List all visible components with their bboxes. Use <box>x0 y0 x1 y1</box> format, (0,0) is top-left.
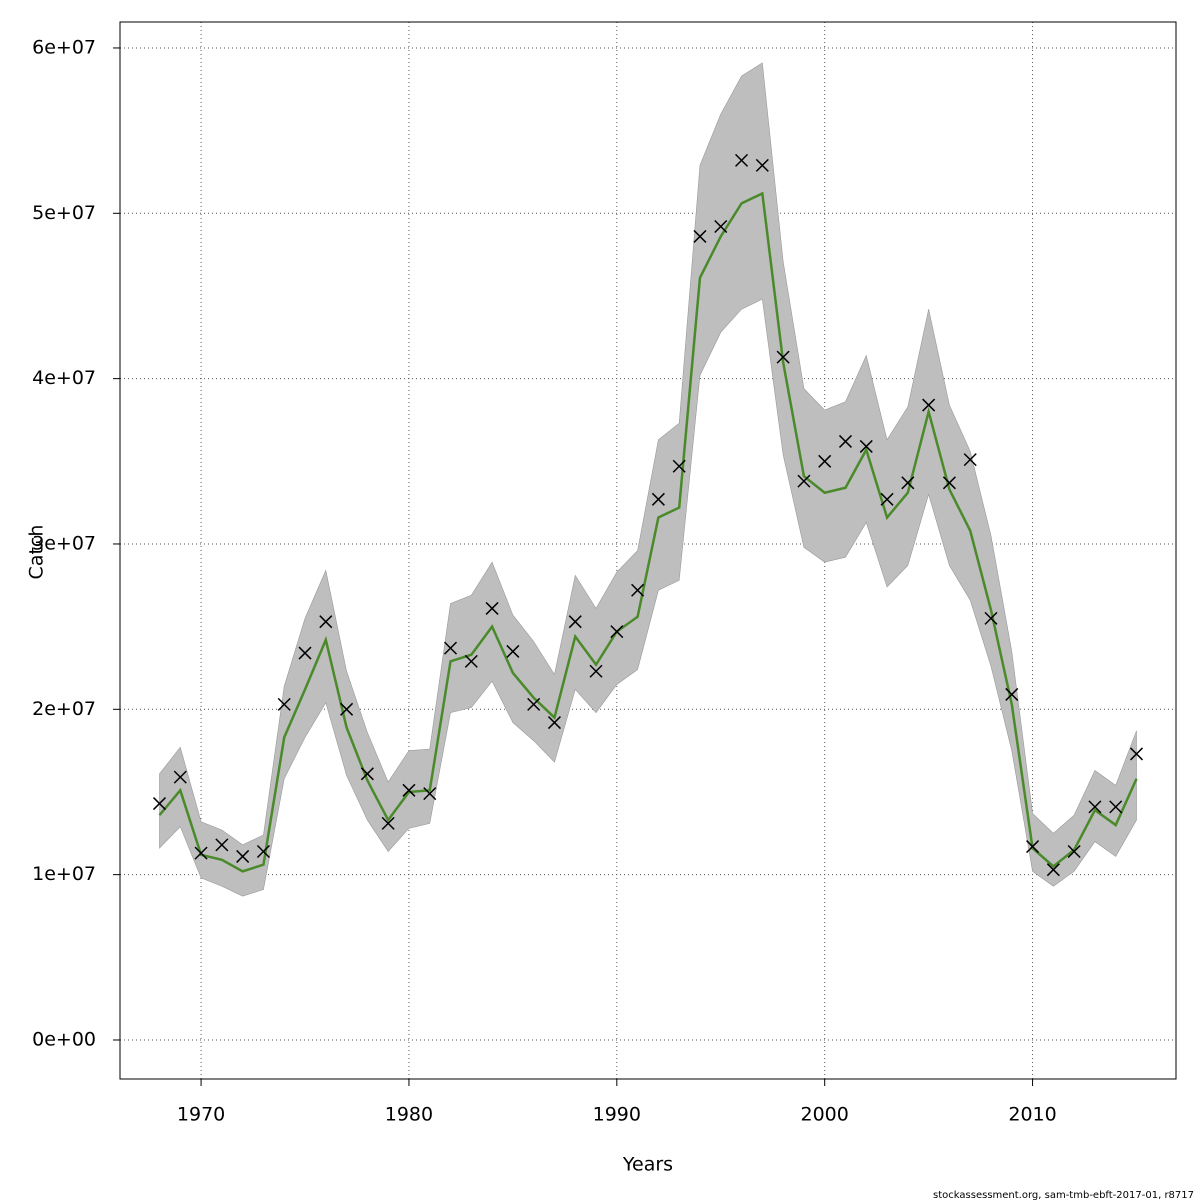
observed-point <box>714 219 728 234</box>
x-tick-label: 2010 <box>1008 1104 1056 1126</box>
observed-point <box>340 702 354 716</box>
y-tick-label: 6e+07 <box>32 36 96 58</box>
observed-point <box>755 158 769 172</box>
observed-point <box>485 601 499 615</box>
observed-point <box>194 846 208 860</box>
x-tick-label: 2000 <box>801 1104 849 1126</box>
observed-point <box>922 398 936 412</box>
observed-point <box>693 229 707 243</box>
observed-point <box>1088 800 1102 814</box>
observed-point <box>298 646 312 660</box>
observed-point <box>984 611 998 625</box>
observed-point <box>589 664 603 678</box>
observed-point <box>256 844 270 859</box>
observed-point <box>901 476 915 490</box>
observed-point <box>735 153 749 167</box>
observed-point <box>797 474 811 488</box>
observed-point <box>173 770 187 784</box>
observed-point <box>942 476 956 490</box>
observed-point <box>568 615 582 629</box>
y-tick-label: 0e+00 <box>32 1028 96 1050</box>
observed-point <box>443 641 458 655</box>
x-axis-label: Years <box>622 1154 673 1176</box>
observed-point <box>215 838 229 852</box>
observed-point <box>859 439 873 453</box>
y-tick-label: 4e+07 <box>32 367 96 389</box>
observed-point <box>319 615 333 629</box>
observed-point <box>818 454 832 468</box>
observed-point <box>381 816 395 830</box>
observed-point <box>277 697 291 711</box>
x-tick-label: 1990 <box>593 1104 641 1126</box>
observed-point <box>506 644 520 658</box>
x-tick-label: 1980 <box>385 1104 433 1126</box>
observed-point <box>631 583 645 597</box>
observed-point <box>1129 747 1144 761</box>
y-axis-label: Catch <box>26 525 48 580</box>
observed-point <box>464 654 478 668</box>
observed-point <box>651 492 665 506</box>
observed-point <box>1005 687 1019 701</box>
confidence-band <box>159 62 1137 897</box>
observed-point <box>1067 844 1081 859</box>
observed-point <box>152 797 167 811</box>
observed-point <box>236 849 250 863</box>
observed-point <box>610 625 624 639</box>
observed-point <box>360 767 374 781</box>
observed-point <box>880 492 894 506</box>
observed-point <box>423 787 437 801</box>
estimate-line <box>158 191 1138 873</box>
observed-point <box>1026 840 1040 854</box>
y-tick-label: 2e+07 <box>32 698 96 720</box>
observed-point <box>838 434 853 448</box>
y-tick-label: 1e+07 <box>32 863 96 885</box>
observed-point <box>527 697 541 711</box>
y-tick-label: 5e+07 <box>32 202 96 224</box>
observed-point <box>1046 863 1060 877</box>
footer: stockassessment.org, sam-tmb-ebft-2017-0… <box>933 1190 1194 1200</box>
observed-point <box>402 783 416 797</box>
observed-point <box>547 716 561 730</box>
observed-point <box>963 453 977 467</box>
x-tick-label: 1970 <box>177 1104 225 1126</box>
y-tick-label: 3e+07 <box>32 532 96 554</box>
plot-frame <box>119 21 1177 1080</box>
observed-point <box>1109 800 1123 814</box>
observed-point <box>776 350 790 364</box>
observed-point <box>672 459 686 473</box>
